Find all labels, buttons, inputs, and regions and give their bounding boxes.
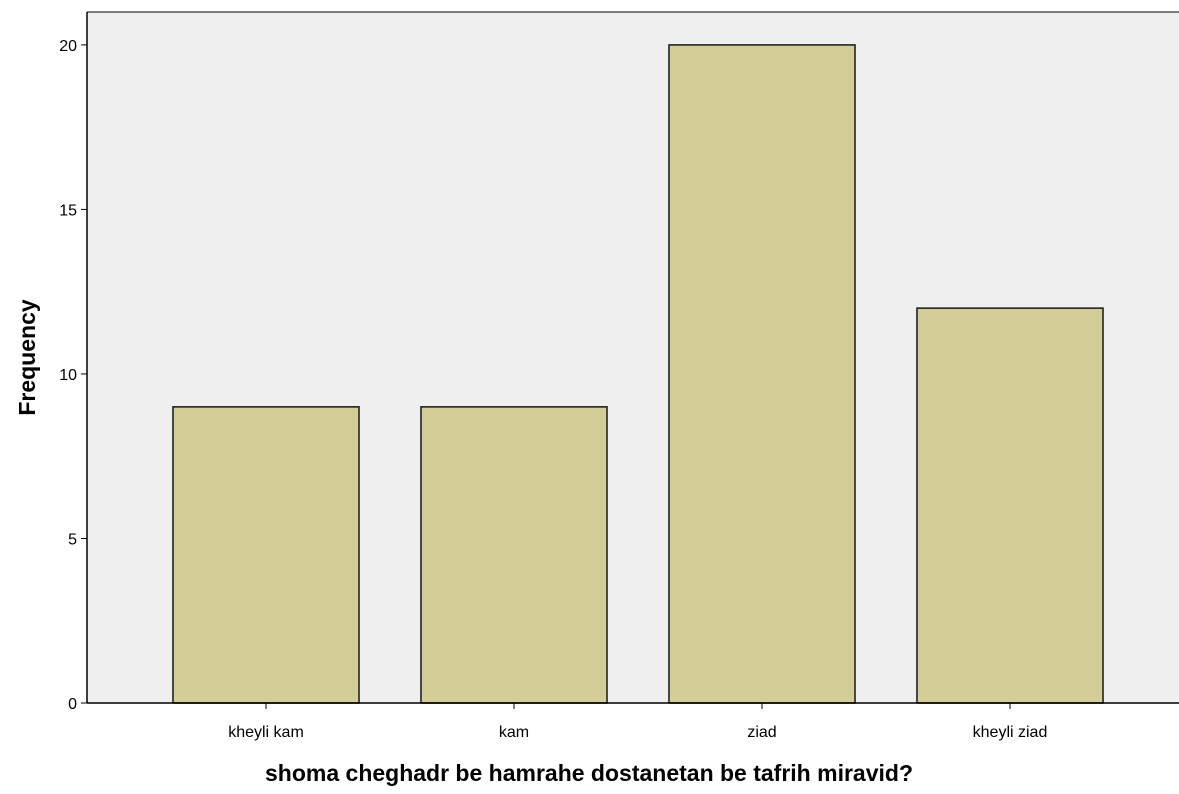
y-tick-label: 0 [68, 696, 77, 713]
x-tick-label: kheyli ziad [973, 724, 1048, 741]
axes-group [86, 11, 1179, 704]
y-ticks-group: 0 5 10 15 20 [59, 38, 87, 713]
y-tick-label: 10 [59, 367, 77, 384]
y-tick-label: 5 [68, 531, 77, 548]
x-tick-label: kam [499, 724, 529, 741]
x-tick-label: kheyli kam [228, 724, 304, 741]
bar-kheyli-ziad [916, 307, 1104, 704]
x-tick-label: ziad [747, 724, 776, 741]
y-axis-title: Frequency [14, 299, 40, 416]
bars-group [172, 44, 1104, 704]
x-ticks-group: kheyli kam kam ziad kheyli ziad [228, 703, 1047, 741]
x-axis-title: shoma cheghadr be hamrahe dostanetan be … [265, 760, 913, 786]
y-tick-label: 20 [59, 38, 77, 55]
bar-kheyli-kam [172, 406, 360, 704]
y-tick-label: 15 [59, 202, 77, 219]
bar-kam [420, 406, 608, 704]
bar-ziad [668, 44, 856, 704]
